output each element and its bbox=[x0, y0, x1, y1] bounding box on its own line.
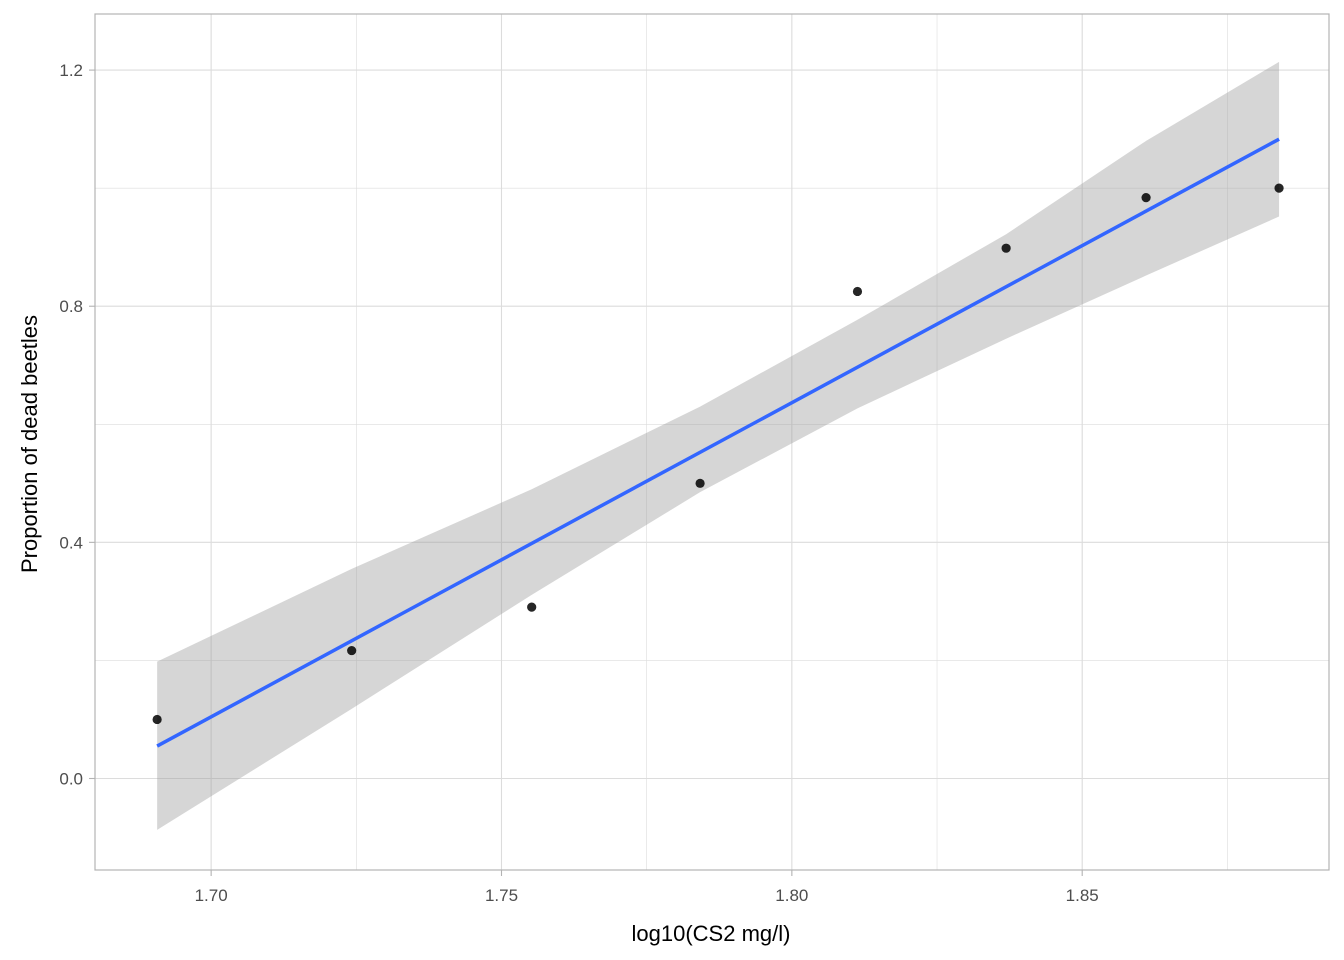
x-tick-label: 1.80 bbox=[775, 886, 808, 905]
data-point bbox=[152, 714, 162, 725]
y-axis-ticks: 0.0 0.4 0.8 1.2 bbox=[59, 61, 95, 788]
data-points bbox=[152, 183, 1284, 725]
data-point bbox=[1274, 183, 1284, 193]
data-point bbox=[852, 286, 863, 297]
x-tick-label: 1.85 bbox=[1066, 886, 1099, 905]
y-tick-label: 1.2 bbox=[59, 61, 83, 80]
x-tick-label: 1.70 bbox=[195, 886, 228, 905]
data-point bbox=[1141, 193, 1151, 203]
y-tick-label: 0.0 bbox=[59, 769, 83, 788]
panel-border bbox=[94, 13, 1330, 871]
data-point bbox=[347, 645, 357, 656]
x-axis-ticks: 1.70 1.75 1.80 1.85 bbox=[195, 870, 1099, 905]
grid-minor bbox=[95, 14, 1329, 870]
y-axis-title: Proportion of dead beetles bbox=[17, 315, 42, 573]
y-tick-label: 0.8 bbox=[59, 297, 83, 316]
fit-line bbox=[156, 137, 1280, 748]
data-point bbox=[527, 602, 537, 612]
data-point bbox=[695, 478, 705, 488]
data-point bbox=[1001, 243, 1011, 253]
grid-major bbox=[95, 14, 1329, 870]
x-axis-title: log10(CS2 mg/l) bbox=[632, 921, 791, 946]
x-tick-label: 1.75 bbox=[485, 886, 518, 905]
confidence-band bbox=[157, 61, 1280, 830]
y-tick-label: 0.4 bbox=[59, 533, 83, 552]
